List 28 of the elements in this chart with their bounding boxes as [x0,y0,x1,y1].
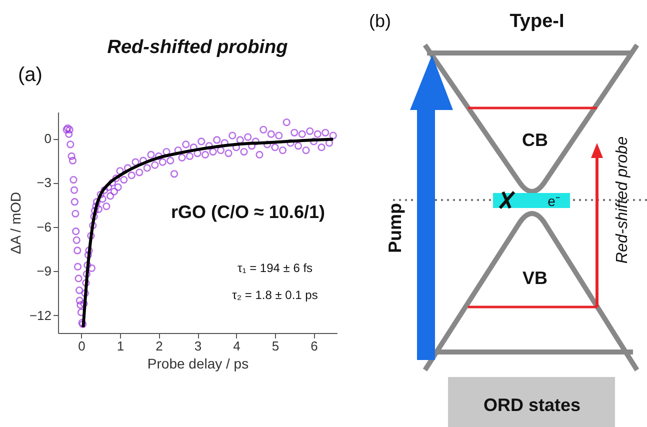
x-tick-label: 2 [156,338,163,354]
x-tick-label: 1 [116,338,124,354]
text: ORD states [483,395,581,415]
text: (a) [18,64,42,86]
text: CB [522,130,548,150]
x-tick-label: 3 [194,338,202,354]
y-tick-label: 0 [44,131,52,146]
line-series [82,138,335,329]
text: Red-shifted probe [614,136,631,264]
y-tick-label: −6 [36,219,52,234]
annotation: rGO (C/O ≈ 10.6/1) [171,202,325,222]
text: Type-I [510,11,564,32]
annotation: τ₂ = 1.8 ± 0.1 ps [232,288,318,302]
x-tick-label: 0 [78,338,86,354]
text: Pump [385,202,405,254]
x-tick-label: 5 [272,338,280,354]
text: VB [522,268,548,288]
y-tick-label: −9 [36,264,52,279]
annotation: τ₁ = 194 ± 6 fs [237,261,313,275]
y-tick-label: −12 [29,308,52,323]
x-tick-label: 6 [310,338,318,354]
x-axis-title: Probe delay / ps [147,356,249,372]
x-tick-label: 4 [233,338,240,354]
text: e⁻ [548,193,560,209]
y-tick-label: −3 [36,175,52,190]
y-axis-title: ΔA / mOD [7,192,24,254]
text: (b) [369,11,391,31]
chart-title: Red-shifted probing [107,37,288,58]
